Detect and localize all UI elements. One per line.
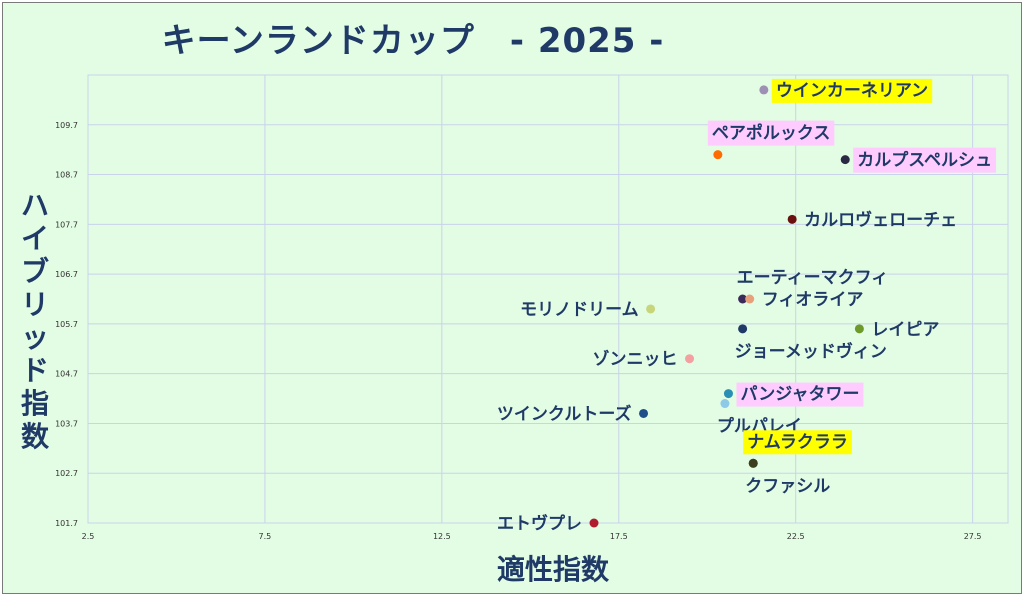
point-label: ゾンニッヒ bbox=[593, 350, 678, 370]
data-point bbox=[723, 389, 733, 399]
point-label: パンジャタワー bbox=[740, 385, 859, 405]
y-tick-label: 101.7 bbox=[55, 519, 78, 528]
y-tick-label: 105.7 bbox=[55, 320, 78, 329]
x-tick-label: 17.5 bbox=[610, 532, 628, 541]
y-tick-label: 102.7 bbox=[55, 469, 78, 478]
y-tick-label: 103.7 bbox=[55, 419, 78, 428]
data-point bbox=[854, 324, 864, 334]
y-tick-label: 104.7 bbox=[55, 370, 78, 379]
point-label: ジョーメッドヴィン bbox=[735, 341, 887, 362]
point-label: クファシル bbox=[745, 476, 830, 496]
chart-title: キーンランドカップ - 2025 - bbox=[161, 21, 665, 61]
point-label: ツインクルトーズ bbox=[497, 403, 632, 424]
data-point bbox=[748, 458, 758, 468]
label-highlight bbox=[736, 382, 864, 407]
label-highlight bbox=[707, 120, 835, 146]
point-label: カルプスペルシュ bbox=[857, 150, 992, 171]
x-tick-label: 27.5 bbox=[964, 532, 982, 541]
data-point bbox=[787, 214, 797, 224]
scatter-plot: 2.5 7.5 12.5 17.5 22.5 27.5 101.7 102.7 103.7 104… bbox=[55, 74, 1009, 541]
data-point bbox=[745, 294, 755, 304]
point-label: エーティーマクフィ bbox=[737, 268, 889, 288]
label-highlight bbox=[853, 147, 997, 173]
y-tick-label: 106.7 bbox=[55, 270, 78, 279]
label-highlight bbox=[743, 430, 852, 455]
x-axis-label: 適性指数 bbox=[496, 553, 609, 586]
point-label: レイピア bbox=[871, 320, 939, 340]
data-point bbox=[720, 399, 730, 409]
data-point bbox=[759, 85, 769, 95]
point-label: ペアポルックス bbox=[712, 123, 831, 144]
data-point bbox=[639, 408, 649, 418]
data-point bbox=[738, 324, 748, 334]
point-label: ウインカーネリアン bbox=[776, 81, 928, 101]
data-point bbox=[589, 518, 599, 528]
x-tick-label: 2.5 bbox=[82, 532, 95, 541]
point-label: モリノドリーム bbox=[520, 300, 639, 320]
data-point bbox=[840, 155, 850, 165]
point-label: ナムラクララ bbox=[747, 432, 848, 452]
y-tick-label: 108.7 bbox=[55, 171, 78, 180]
data-point bbox=[713, 150, 723, 160]
point-label: フィオライア bbox=[762, 290, 864, 310]
y-tick-label: 107.7 bbox=[55, 220, 78, 229]
label-highlight bbox=[771, 78, 933, 103]
y-tick-label: 109.7 bbox=[55, 121, 78, 130]
x-tick-label: 22.5 bbox=[787, 532, 805, 541]
data-point bbox=[646, 304, 656, 314]
point-label: カルロヴェローチェ bbox=[804, 209, 957, 230]
data-point bbox=[738, 294, 748, 304]
y-axis-label: ハイブリッド指数 bbox=[20, 189, 49, 453]
x-tick-label: 12.5 bbox=[433, 532, 451, 541]
data-point bbox=[685, 354, 695, 364]
point-label: エトヴプレ bbox=[497, 513, 582, 534]
x-tick-label: 7.5 bbox=[259, 532, 272, 541]
